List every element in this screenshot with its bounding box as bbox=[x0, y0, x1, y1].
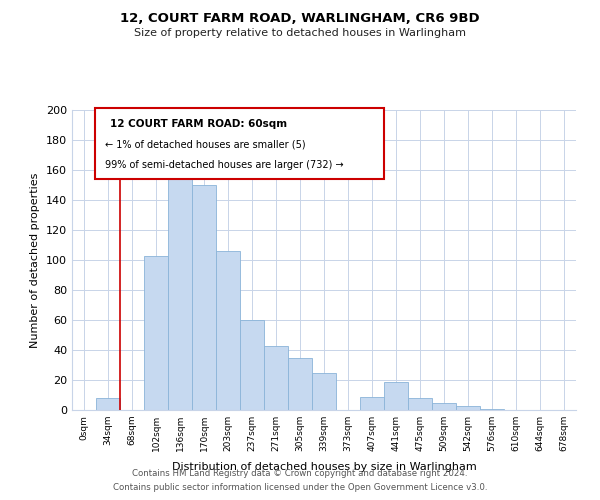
Bar bbox=[384, 382, 408, 410]
Bar bbox=[408, 398, 432, 410]
Bar bbox=[168, 161, 192, 410]
Y-axis label: Number of detached properties: Number of detached properties bbox=[31, 172, 40, 348]
Text: 99% of semi-detached houses are larger (732) →: 99% of semi-detached houses are larger (… bbox=[105, 160, 343, 170]
X-axis label: Distribution of detached houses by size in Warlingham: Distribution of detached houses by size … bbox=[172, 462, 476, 472]
Bar bbox=[312, 372, 336, 410]
Text: 12 COURT FARM ROAD: 60sqm: 12 COURT FARM ROAD: 60sqm bbox=[110, 119, 287, 129]
Bar bbox=[216, 251, 240, 410]
Bar bbox=[192, 185, 216, 410]
Text: Contains HM Land Registry data © Crown copyright and database right 2024.: Contains HM Land Registry data © Crown c… bbox=[132, 468, 468, 477]
Bar bbox=[456, 406, 480, 410]
Bar bbox=[360, 396, 384, 410]
Bar bbox=[264, 346, 288, 410]
Bar bbox=[144, 256, 168, 410]
Text: ← 1% of detached houses are smaller (5): ← 1% of detached houses are smaller (5) bbox=[105, 140, 305, 149]
Text: 12, COURT FARM ROAD, WARLINGHAM, CR6 9BD: 12, COURT FARM ROAD, WARLINGHAM, CR6 9BD bbox=[120, 12, 480, 26]
Text: Contains public sector information licensed under the Open Government Licence v3: Contains public sector information licen… bbox=[113, 484, 487, 492]
Bar bbox=[432, 402, 456, 410]
Bar bbox=[288, 358, 312, 410]
Bar bbox=[480, 408, 504, 410]
Text: Size of property relative to detached houses in Warlingham: Size of property relative to detached ho… bbox=[134, 28, 466, 38]
Bar bbox=[96, 398, 120, 410]
Bar bbox=[240, 320, 264, 410]
FancyBboxPatch shape bbox=[95, 108, 385, 179]
